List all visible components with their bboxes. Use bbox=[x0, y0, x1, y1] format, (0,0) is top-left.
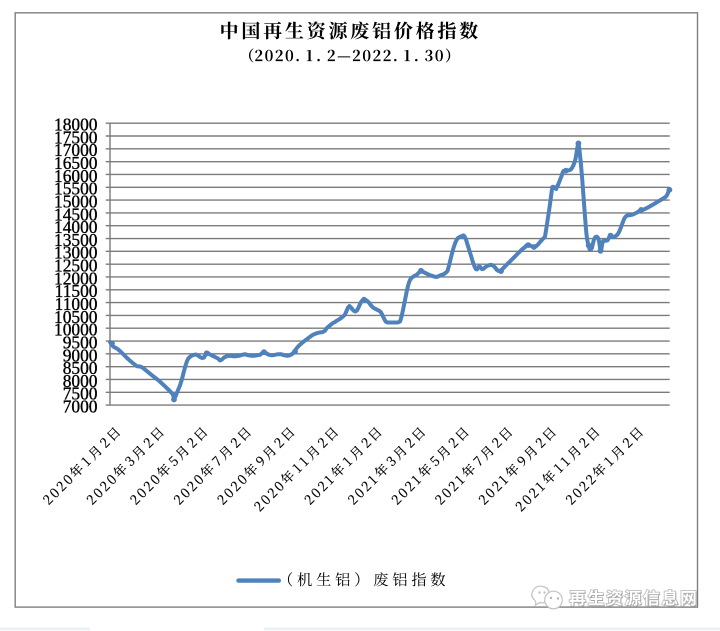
svg-text:17500: 17500 bbox=[54, 127, 98, 147]
svg-text:7500: 7500 bbox=[63, 384, 98, 404]
svg-text:12500: 12500 bbox=[54, 256, 98, 276]
svg-text:9000: 9000 bbox=[63, 345, 98, 365]
svg-text:9500: 9500 bbox=[63, 332, 98, 352]
svg-text:17000: 17000 bbox=[54, 140, 98, 160]
svg-text:8000: 8000 bbox=[63, 371, 98, 391]
svg-text:18000: 18000 bbox=[54, 115, 98, 135]
svg-text:14000: 14000 bbox=[54, 217, 98, 237]
svg-text:8500: 8500 bbox=[63, 358, 98, 378]
svg-text:16500: 16500 bbox=[54, 153, 98, 173]
svg-text:7000: 7000 bbox=[63, 397, 98, 417]
svg-text:13500: 13500 bbox=[54, 230, 98, 250]
svg-text:14500: 14500 bbox=[54, 204, 98, 224]
svg-text:11500: 11500 bbox=[55, 281, 98, 301]
svg-text:13000: 13000 bbox=[54, 243, 98, 263]
svg-text:15000: 15000 bbox=[54, 191, 98, 211]
svg-text:15500: 15500 bbox=[54, 179, 98, 199]
svg-text:12000: 12000 bbox=[54, 268, 98, 288]
svg-text:10500: 10500 bbox=[54, 307, 98, 327]
svg-text:11000: 11000 bbox=[55, 294, 98, 314]
svg-text:10000: 10000 bbox=[54, 320, 98, 340]
svg-text:16000: 16000 bbox=[54, 166, 98, 186]
